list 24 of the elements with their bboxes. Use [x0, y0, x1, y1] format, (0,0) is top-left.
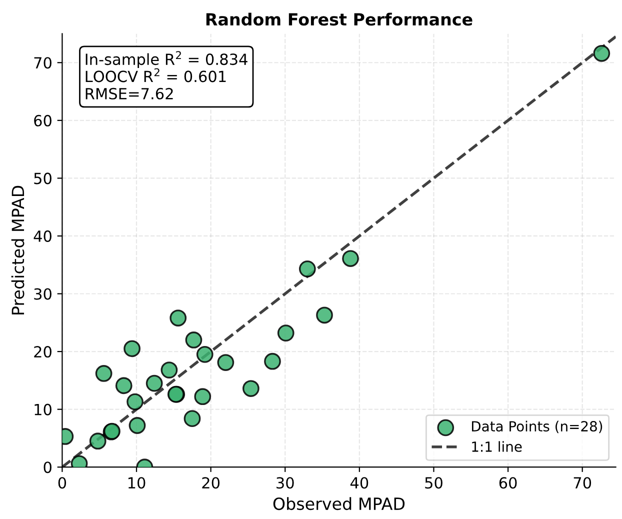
x-axis-title: Observed MPAD: [273, 497, 405, 510]
annotation: In-sample R$^{2}$ = 0.834: [86, 51, 248, 68]
y-tick-label: 20: [34, 346, 52, 358]
legend-label: Data Points (n=28): [472, 420, 602, 434]
y-tick-label: 70: [34, 57, 52, 69]
annotation: LOOCV R$^{2}$ = 0.601: [86, 68, 226, 82]
y-tick-label: 30: [34, 288, 52, 300]
y-tick-label: 10: [34, 404, 52, 416]
y-tick-label: 50: [34, 172, 52, 184]
x-tick-label: 10: [128, 477, 146, 489]
y-tick-label: 60: [34, 114, 52, 126]
x-tick-label: 0: [58, 477, 66, 489]
x-tick-label: 30: [276, 477, 294, 489]
x-tick-label: 50: [425, 477, 442, 489]
x-tick-label: 60: [499, 477, 517, 489]
y-tick-label: 0: [44, 462, 52, 474]
legend-label: 1:1 line: [472, 441, 522, 452]
x-tick-label: 20: [202, 477, 220, 489]
chart-title: Random Forest Performance: [206, 12, 472, 26]
x-tick-label: 70: [574, 477, 592, 489]
annotation: RMSE=7.62: [86, 88, 173, 100]
y-axis-title: Predicted MPAD: [11, 186, 24, 314]
x-tick-label: 40: [350, 477, 368, 489]
y-tick-label: 40: [34, 230, 52, 242]
